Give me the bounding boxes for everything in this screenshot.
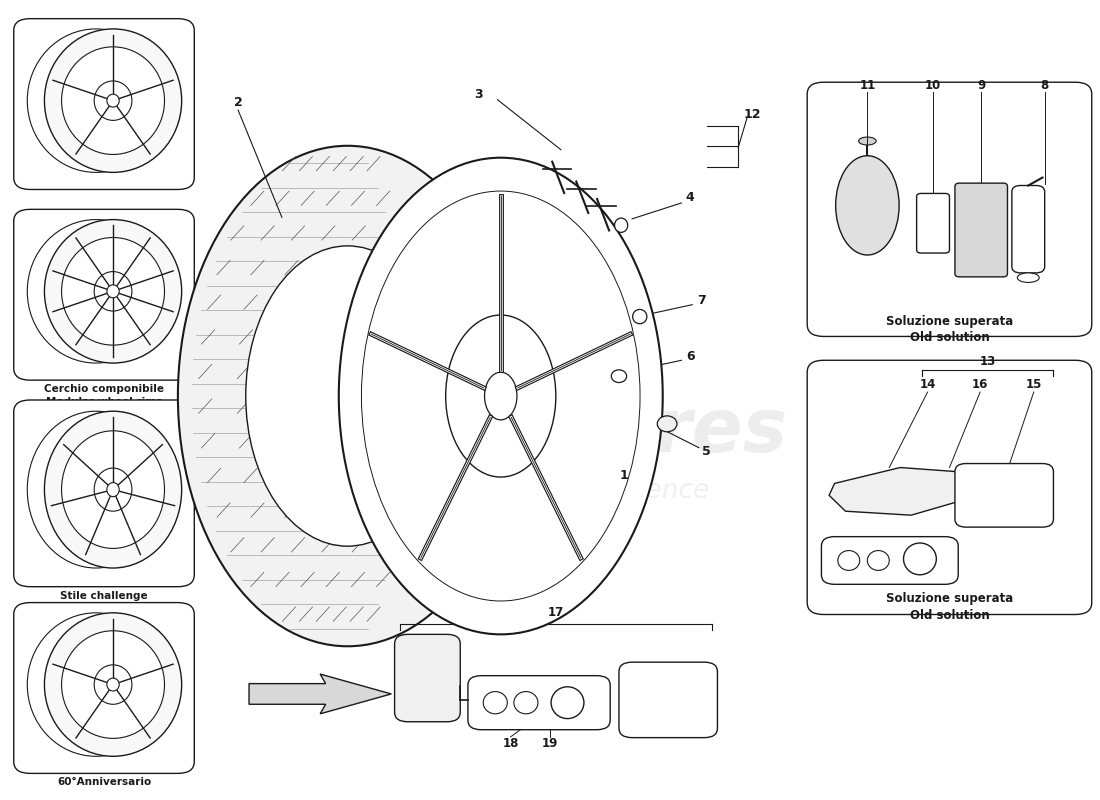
Ellipse shape: [632, 310, 647, 324]
FancyBboxPatch shape: [1012, 186, 1045, 273]
Ellipse shape: [107, 94, 119, 107]
Text: 15: 15: [1025, 378, 1042, 390]
FancyBboxPatch shape: [13, 602, 195, 774]
Text: 10: 10: [925, 79, 942, 92]
Text: 8: 8: [1041, 79, 1048, 92]
Ellipse shape: [836, 156, 899, 255]
FancyBboxPatch shape: [955, 463, 1054, 527]
Ellipse shape: [362, 191, 640, 601]
Text: 16: 16: [972, 378, 988, 390]
Ellipse shape: [615, 218, 628, 232]
Text: 5: 5: [702, 445, 711, 458]
Text: 60°Anniversario: 60°Anniversario: [57, 778, 151, 787]
Ellipse shape: [44, 29, 182, 172]
Ellipse shape: [1018, 273, 1040, 282]
FancyBboxPatch shape: [807, 82, 1091, 337]
Ellipse shape: [859, 137, 876, 145]
Ellipse shape: [107, 482, 119, 497]
Text: 2: 2: [233, 95, 242, 109]
Ellipse shape: [551, 686, 584, 718]
Ellipse shape: [658, 416, 676, 432]
Text: 4: 4: [685, 191, 694, 204]
Polygon shape: [249, 674, 392, 714]
Text: 1: 1: [620, 469, 629, 482]
Text: 11: 11: [859, 79, 876, 92]
FancyBboxPatch shape: [13, 18, 195, 190]
Ellipse shape: [483, 691, 507, 714]
Ellipse shape: [62, 238, 165, 345]
FancyBboxPatch shape: [955, 183, 1008, 277]
Text: 19: 19: [542, 737, 558, 750]
Text: 14: 14: [920, 378, 936, 390]
Polygon shape: [829, 467, 966, 515]
Ellipse shape: [28, 411, 165, 568]
Text: Stile challenge
Challenge style: Stile challenge Challenge style: [58, 590, 150, 614]
Ellipse shape: [62, 630, 165, 738]
Ellipse shape: [28, 613, 165, 756]
Ellipse shape: [612, 370, 627, 382]
Text: Soluzione superata
Old solution: Soluzione superata Old solution: [886, 592, 1013, 622]
Text: 17: 17: [548, 606, 563, 619]
FancyBboxPatch shape: [807, 360, 1091, 614]
Text: Soluzione superata
Old solution: Soluzione superata Old solution: [886, 315, 1013, 345]
Ellipse shape: [44, 613, 182, 756]
Ellipse shape: [838, 550, 860, 570]
Ellipse shape: [62, 431, 165, 549]
Text: Cerchio componibile
Modular wheel rims: Cerchio componibile Modular wheel rims: [44, 384, 164, 407]
Ellipse shape: [107, 285, 119, 298]
Ellipse shape: [44, 219, 182, 363]
FancyBboxPatch shape: [395, 634, 460, 722]
Ellipse shape: [339, 158, 662, 634]
FancyBboxPatch shape: [916, 194, 949, 253]
Text: eurospares: eurospares: [312, 395, 788, 468]
Ellipse shape: [44, 411, 182, 568]
FancyBboxPatch shape: [822, 537, 958, 584]
Ellipse shape: [868, 550, 889, 570]
Ellipse shape: [245, 246, 449, 546]
Text: a passion for excellence: a passion for excellence: [390, 478, 710, 504]
Ellipse shape: [95, 271, 132, 311]
Text: 18: 18: [503, 737, 519, 750]
Ellipse shape: [95, 81, 132, 120]
Text: 6: 6: [685, 350, 694, 363]
Ellipse shape: [28, 219, 165, 363]
Ellipse shape: [446, 315, 556, 477]
Ellipse shape: [107, 678, 119, 691]
Ellipse shape: [95, 665, 132, 704]
Text: 7: 7: [696, 294, 705, 307]
Text: 12: 12: [744, 107, 761, 121]
FancyBboxPatch shape: [619, 662, 717, 738]
Ellipse shape: [485, 372, 517, 420]
Text: 9: 9: [977, 79, 986, 92]
Ellipse shape: [95, 468, 132, 511]
Ellipse shape: [28, 29, 165, 172]
Ellipse shape: [178, 146, 517, 646]
Ellipse shape: [903, 543, 936, 574]
Text: 3: 3: [474, 88, 483, 101]
Text: 13: 13: [980, 355, 996, 368]
Ellipse shape: [62, 47, 165, 154]
Ellipse shape: [514, 691, 538, 714]
FancyBboxPatch shape: [13, 210, 195, 380]
FancyBboxPatch shape: [13, 400, 195, 586]
FancyBboxPatch shape: [468, 676, 610, 730]
